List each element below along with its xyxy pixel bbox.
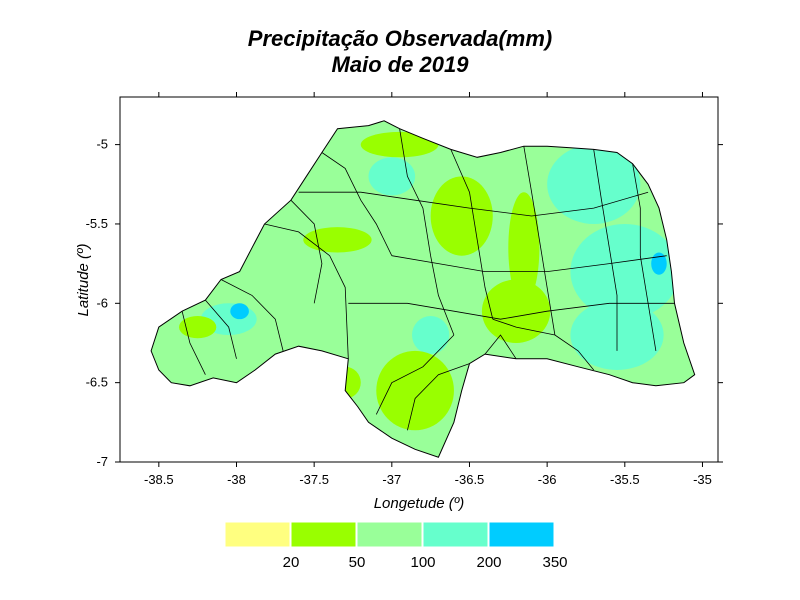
y-tick-label: -6.5 — [86, 375, 108, 390]
x-tick-label: -38 — [227, 472, 246, 487]
map-layer — [150, 120, 696, 458]
municipal-boundary — [391, 255, 667, 272]
precipitation-zone — [179, 316, 217, 339]
legend-swatch — [356, 521, 423, 548]
municipal-boundary — [492, 318, 555, 336]
precipitation-zone — [360, 131, 439, 158]
chart-title: Precipitação Observada(mm) — [247, 26, 553, 51]
precipitation-zone — [376, 350, 454, 431]
municipal-boundary — [375, 334, 455, 415]
municipal-boundary — [205, 299, 237, 359]
municipal-boundary — [298, 191, 649, 217]
x-tick-label: -36 — [538, 472, 557, 487]
x-tick-label: -35.5 — [610, 472, 640, 487]
municipal-boundary — [593, 149, 618, 351]
x-tick-label: -35 — [693, 472, 712, 487]
chart-subtitle: Maio de 2019 — [331, 52, 469, 77]
x-tick-label: -36.5 — [455, 472, 485, 487]
legend-swatch — [224, 521, 291, 548]
municipal-boundary — [321, 152, 393, 256]
legend-label: 50 — [349, 554, 366, 571]
municipal-boundary — [399, 128, 455, 336]
precipitation-zone — [412, 316, 450, 355]
y-tick-label: -5 — [96, 137, 108, 152]
municipal-boundary — [181, 311, 206, 375]
municipal-boundaries — [181, 128, 675, 431]
legend-swatch — [290, 521, 357, 548]
precipitation-zone — [481, 279, 551, 343]
legend-swatch — [488, 521, 555, 548]
legend-label: 100 — [410, 554, 435, 571]
municipal-boundary — [220, 279, 284, 351]
legend-label: 20 — [283, 554, 300, 571]
x-tick-label: -37 — [382, 472, 401, 487]
municipal-boundary — [632, 163, 657, 351]
precipitation-zone — [230, 303, 249, 320]
color-legend: 20 50 100 200 350 — [224, 521, 568, 571]
precipitation-zone — [303, 227, 372, 253]
legend-label: 350 — [542, 554, 567, 571]
municipal-boundary — [554, 334, 595, 371]
y-tick-label: -7 — [96, 454, 108, 469]
precipitation-zone — [368, 157, 416, 196]
precipitation-zone — [651, 252, 667, 275]
precipitation-zone — [508, 192, 540, 304]
precipitation-zone — [570, 223, 680, 320]
precipitation-zone — [430, 176, 493, 256]
precipitation-zone — [547, 144, 641, 224]
municipal-boundary — [523, 146, 556, 336]
x-tick-label: -37.5 — [299, 472, 329, 487]
y-axis-label: Latitude (º) — [75, 243, 92, 316]
municipal-boundary — [484, 334, 517, 360]
y-tick-label: -5.5 — [86, 216, 108, 231]
state-outline — [150, 120, 696, 458]
axis-layer: -38.5 -38 -37.5 -37 -36.5 -36 -35.5 -35 -5 -5.5 -6… — [86, 92, 723, 487]
legend-swatch — [422, 521, 489, 548]
x-tick-label: -38.5 — [144, 472, 174, 487]
municipal-boundary — [450, 149, 494, 320]
municipal-boundary — [264, 223, 349, 359]
x-axis-label: Longetude (º) — [374, 495, 465, 512]
legend-label: 200 — [476, 554, 501, 571]
municipal-boundary — [290, 199, 323, 304]
municipal-boundary — [407, 363, 470, 431]
y-tick-label: -6 — [96, 295, 108, 310]
municipal-boundary — [348, 302, 675, 320]
